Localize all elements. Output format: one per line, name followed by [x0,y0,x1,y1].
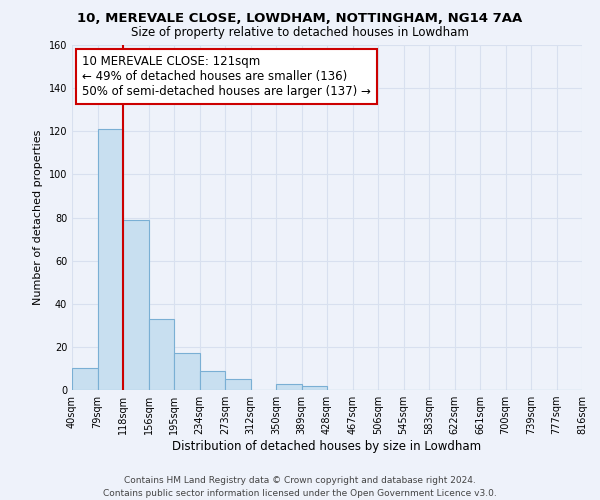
Bar [199,370,225,390]
Bar [174,354,199,390]
Text: Size of property relative to detached houses in Lowdham: Size of property relative to detached ho… [131,26,469,39]
Text: 10, MEREVALE CLOSE, LOWDHAM, NOTTINGHAM, NG14 7AA: 10, MEREVALE CLOSE, LOWDHAM, NOTTINGHAM,… [77,12,523,26]
Bar [302,386,327,390]
Bar [276,384,302,390]
Bar [97,129,123,390]
Bar [72,368,97,390]
Text: 10 MEREVALE CLOSE: 121sqm
← 49% of detached houses are smaller (136)
50% of semi: 10 MEREVALE CLOSE: 121sqm ← 49% of detac… [82,56,371,98]
X-axis label: Distribution of detached houses by size in Lowdham: Distribution of detached houses by size … [172,440,482,453]
Text: Contains HM Land Registry data © Crown copyright and database right 2024.
Contai: Contains HM Land Registry data © Crown c… [103,476,497,498]
Bar [123,220,149,390]
Bar [225,379,251,390]
Y-axis label: Number of detached properties: Number of detached properties [33,130,43,305]
Bar [149,319,174,390]
